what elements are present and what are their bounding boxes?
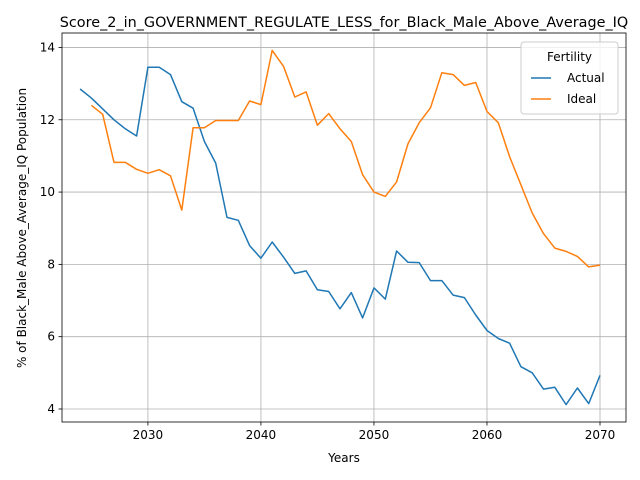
x-tick-label: 2050	[359, 428, 390, 442]
legend: Fertility Actual Ideal	[520, 41, 619, 115]
x-tick-label: 2040	[246, 428, 277, 442]
x-axis-ticks: 2030 2040 2050 2060 2070	[133, 422, 616, 442]
y-tick-label: 6	[47, 330, 55, 344]
plot-frame	[61, 32, 627, 423]
legend-label-actual: Actual	[567, 71, 605, 85]
x-axis-label: Years	[327, 451, 360, 465]
y-tick-label: 10	[40, 185, 55, 199]
y-tick-label: 12	[40, 113, 55, 127]
legend-label-ideal: Ideal	[567, 92, 596, 106]
chart-title: Score_2_in_GOVERNMENT_REGULATE_LESS_for_…	[60, 15, 628, 31]
x-tick-label: 2030	[133, 428, 164, 442]
y-tick-label: 8	[47, 257, 55, 271]
series-lines	[79, 49, 601, 406]
y-axis-ticks: 4 6 8 10 12 14	[40, 40, 62, 416]
series-line-ideal	[90, 49, 601, 268]
y-tick-label: 14	[40, 40, 55, 54]
series-line-actual	[79, 66, 601, 406]
legend-box	[520, 41, 619, 115]
y-tick-label: 4	[47, 402, 55, 416]
y-axis-label: % of Black_Male Above_Average_IQ Populat…	[15, 88, 29, 368]
legend-title: Fertility	[547, 50, 592, 64]
x-tick-label: 2070	[585, 428, 616, 442]
x-tick-label: 2060	[472, 428, 503, 442]
